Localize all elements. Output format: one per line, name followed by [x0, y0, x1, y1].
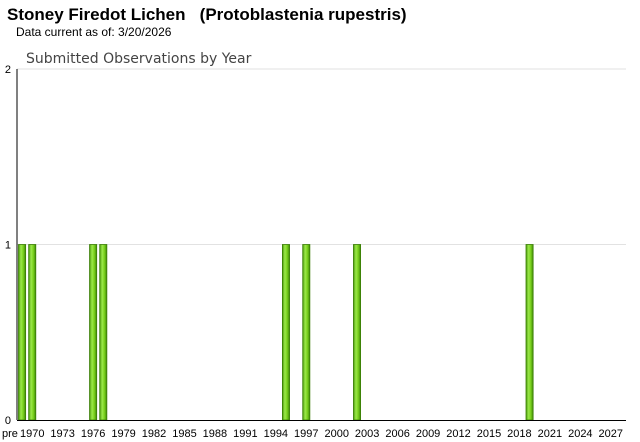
x-tick-label: 2009	[416, 428, 440, 440]
bar	[281, 244, 290, 421]
x-tick-label: 2015	[477, 428, 501, 440]
x-tick-label: 2003	[355, 428, 379, 440]
chart-title: Submitted Observations by Year	[26, 51, 252, 67]
y-tick-label: 1	[5, 240, 11, 252]
bar	[18, 244, 27, 421]
x-tick-label: 1988	[203, 428, 227, 440]
bar	[28, 244, 37, 421]
bar	[525, 244, 534, 421]
x-tick-label: 2027	[599, 428, 623, 440]
y-tick-label: 2	[5, 64, 11, 76]
x-tick-label: 1997	[294, 428, 318, 440]
y-tick-label: 0	[5, 415, 11, 427]
data-date: Data current as of: 3/20/2026	[16, 25, 172, 39]
x-tick-label: 1976	[81, 428, 105, 440]
x-tick-label: 2006	[385, 428, 409, 440]
x-tick-label: 2024	[568, 428, 592, 440]
bar	[89, 244, 98, 421]
x-tick-label: 1991	[233, 428, 257, 440]
bar	[353, 244, 362, 421]
x-tick-label: pre	[2, 428, 18, 440]
bar	[99, 244, 108, 421]
x-tick-label: 2000	[324, 428, 348, 440]
x-tick-label: 1979	[111, 428, 135, 440]
x-tick-label: 1994	[264, 428, 288, 440]
x-tick-label: 1985	[172, 428, 196, 440]
x-tick-label: 1973	[50, 428, 74, 440]
bar	[302, 244, 311, 421]
x-tick-label: 2012	[446, 428, 470, 440]
x-tick-label: 1982	[142, 428, 166, 440]
page-title: Stoney Firedot Lichen (Protoblastenia ru…	[7, 5, 407, 24]
x-tick-label: 1970	[20, 428, 44, 440]
x-tick-label: 2021	[538, 428, 562, 440]
x-tick-label: 2018	[507, 428, 531, 440]
